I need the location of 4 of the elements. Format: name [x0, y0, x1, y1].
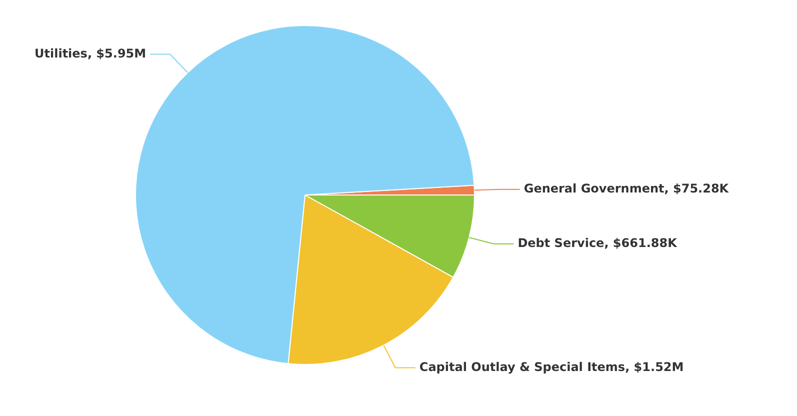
slice-label: Capital Outlay & Special Items, $1.52M	[419, 360, 684, 374]
slice-label: Debt Service, $661.88K	[518, 236, 678, 250]
slice-label: General Government, $75.28K	[524, 182, 730, 196]
slice-label: Utilities, $5.95M	[34, 46, 146, 60]
